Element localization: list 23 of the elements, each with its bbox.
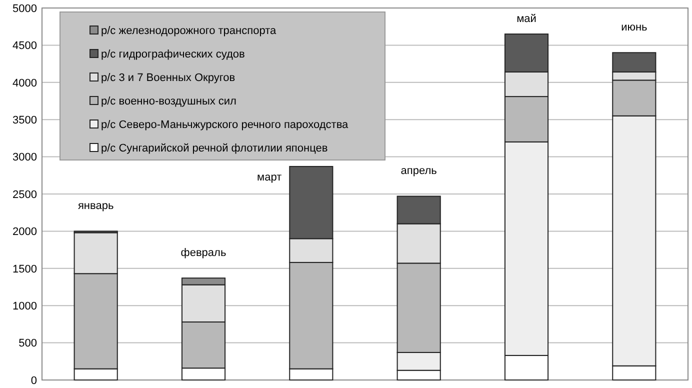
- y-tick-label: 500: [18, 338, 37, 350]
- legend-label: р/с Сунгарийской речной флотилии японцев: [101, 142, 328, 154]
- legend-label: р/с Северо-Маньчжурского речного пароходства: [101, 118, 350, 131]
- y-tick-label: 4000: [12, 77, 37, 90]
- y-tick-label: 3000: [12, 152, 37, 164]
- legend-label: р/с железнодорожного транспорта: [101, 24, 277, 37]
- legend-label: р/с гидрографических судов: [101, 48, 246, 60]
- y-tick-label: 1000: [12, 300, 37, 312]
- x-tick-label: февраль: [180, 247, 226, 260]
- x-tick-label: апрель: [400, 165, 438, 178]
- x-tick-label: январь: [78, 200, 114, 212]
- y-tick-label: 2000: [12, 226, 37, 238]
- y-tick-label: 2500: [12, 188, 37, 201]
- x-tick-label: июнь: [621, 22, 648, 34]
- y-tick-label: 1500: [12, 263, 37, 276]
- x-tick-label: май: [516, 13, 536, 25]
- legend-label: р/с 3 и 7 Военных Округов: [101, 72, 236, 84]
- x-tick-label: март: [257, 171, 282, 184]
- legend-label: р/с военно-воздушных сил: [101, 95, 236, 108]
- y-tick-label: 5000: [12, 2, 37, 15]
- y-tick-label: 4500: [12, 40, 37, 52]
- y-tick-label: 0: [30, 374, 37, 387]
- y-tick-label: 3500: [12, 114, 37, 126]
